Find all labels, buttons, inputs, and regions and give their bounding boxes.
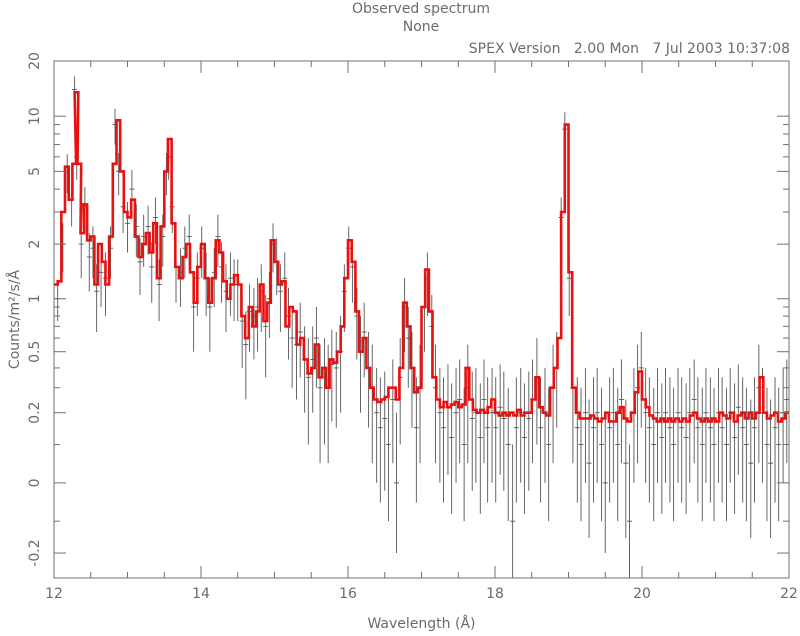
x-tick-label: 12: [45, 586, 63, 602]
y-tick-label: 0.5: [27, 341, 43, 363]
x-tick-label: 22: [780, 586, 798, 602]
y-tick-label: 0: [27, 478, 43, 487]
y-tick-label: 2: [27, 240, 43, 249]
chart-subtitle: None: [402, 19, 440, 35]
y-tick-label: -0.2: [27, 539, 43, 566]
y-tick-label: 10: [27, 107, 43, 125]
model-step-line: [54, 91, 789, 423]
x-axis-label: Wavelength (Å): [367, 615, 475, 632]
axis-ticks: [53, 60, 790, 579]
version-line: SPEX Version 2.00 Mon 7 Jul 2003 10:37:0…: [468, 41, 790, 57]
y-tick-label: 20: [27, 52, 43, 70]
data-error-bars: [55, 76, 790, 578]
x-tick-label: 14: [192, 586, 210, 602]
y-axis-label: Counts/m²/s/Å: [6, 270, 23, 370]
x-tick-label: 16: [339, 586, 357, 602]
x-tick-label: 20: [633, 586, 651, 602]
x-tick-label: 18: [486, 586, 504, 602]
chart-title: Observed spectrum: [351, 1, 491, 17]
y-tick-label: 5: [27, 167, 43, 176]
y-tick-label: 1: [27, 294, 43, 303]
y-tick-label: 0.2: [27, 402, 43, 424]
